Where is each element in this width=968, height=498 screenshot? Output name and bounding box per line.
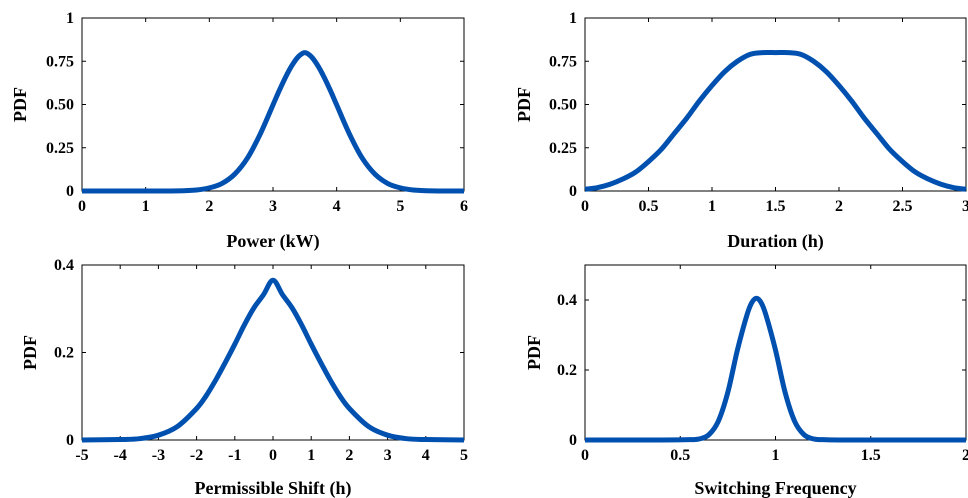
x-tick-label: 2 xyxy=(962,447,968,464)
x-tick-label: -1 xyxy=(228,447,241,464)
y-tick-label: 0.50 xyxy=(46,97,74,114)
ylabel-permissible-shift: PDF xyxy=(20,335,40,370)
x-tick-label: -4 xyxy=(114,447,127,464)
y-tick-label: 0 xyxy=(569,183,577,200)
panel-switching-frequency: Switching Frequency PDF 0 0.5 1 1.5 2 0 0.2 0.4 xyxy=(524,264,968,498)
x-tick-label: 1.5 xyxy=(766,198,786,215)
pdf-curve xyxy=(584,295,967,443)
y-tick-label: 0 xyxy=(569,432,577,449)
x-tick-label: 3 xyxy=(962,198,968,215)
x-tick-label: 6 xyxy=(460,198,468,215)
xlabel-duration: Duration (h) xyxy=(727,231,824,252)
x-tick-label: 2 xyxy=(345,447,353,464)
x-tick-label: -3 xyxy=(152,447,165,464)
y-tick-label: 0.75 xyxy=(46,53,74,70)
y-tick-label: 0.2 xyxy=(54,345,74,362)
x-tick-label: 4 xyxy=(333,198,341,215)
x-tick-label: 5 xyxy=(396,198,404,215)
x-tick-label: -5 xyxy=(75,447,88,464)
x-tick-label: 5 xyxy=(460,447,468,464)
x-tick-label: 0.5 xyxy=(670,447,690,464)
y-tick-label: 1 xyxy=(569,10,577,27)
x-tick-label: 1 xyxy=(708,198,716,215)
axes-box xyxy=(81,264,465,441)
y-tick-label: 0.4 xyxy=(54,257,74,274)
x-tick-label: 0.5 xyxy=(639,198,659,215)
x-tick-label: 1 xyxy=(307,447,315,464)
y-tick-label: 0.50 xyxy=(549,97,577,114)
x-tick-label: 1 xyxy=(142,198,150,215)
panel-permissible-shift: Permissible Shift (h) PDF -5 -4 -3 -2 -1 0 1 2 3… xyxy=(20,257,468,498)
x-tick-label: 1.5 xyxy=(861,447,881,464)
pdf-curve xyxy=(82,50,465,194)
y-tick-label: 0.25 xyxy=(46,140,74,157)
x-tick-label: 0 xyxy=(581,198,589,215)
panel-duration: Duration (h) PDF 0 0.5 1 1.5 2 2.5 3 0 0.25 0.50 0… xyxy=(514,10,968,252)
xlabel-switching-frequency: Switching Frequency xyxy=(694,478,856,498)
x-tick-label: -2 xyxy=(190,447,203,464)
y-tick-label: 0.25 xyxy=(549,140,577,157)
x-tick-label: 2 xyxy=(205,198,213,215)
ylabel-duration: PDF xyxy=(514,87,534,122)
y-tick-label: 0.4 xyxy=(557,292,577,309)
ylabel-power: PDF xyxy=(10,87,30,122)
y-tick-label: 0 xyxy=(66,432,74,449)
x-tick-label: 2.5 xyxy=(893,198,913,215)
y-tick-label: 0.75 xyxy=(549,53,577,70)
x-tick-label: 0 xyxy=(269,447,277,464)
x-tick-label: 0 xyxy=(581,447,589,464)
pdf-curve xyxy=(584,49,967,192)
panel-power: Power (kW) PDF 0 1 2 3 4 5 6 0 0.25 0.50 0.75 1 xyxy=(10,10,468,252)
y-tick-label: 1 xyxy=(66,10,74,27)
xlabel-power: Power (kW) xyxy=(226,231,319,252)
y-tick-label: 0.2 xyxy=(557,362,577,379)
xlabel-permissible-shift: Permissible Shift (h) xyxy=(195,478,352,498)
x-tick-label: 4 xyxy=(422,447,430,464)
x-tick-label: 1 xyxy=(772,447,780,464)
ylabel-switching-frequency: PDF xyxy=(524,335,544,370)
y-tick-label: 0 xyxy=(66,183,74,200)
pdf-curve xyxy=(81,277,465,443)
x-tick-label: 2 xyxy=(835,198,843,215)
x-tick-label: 3 xyxy=(269,198,277,215)
x-tick-label: 0 xyxy=(78,198,86,215)
x-tick-label: 3 xyxy=(384,447,392,464)
